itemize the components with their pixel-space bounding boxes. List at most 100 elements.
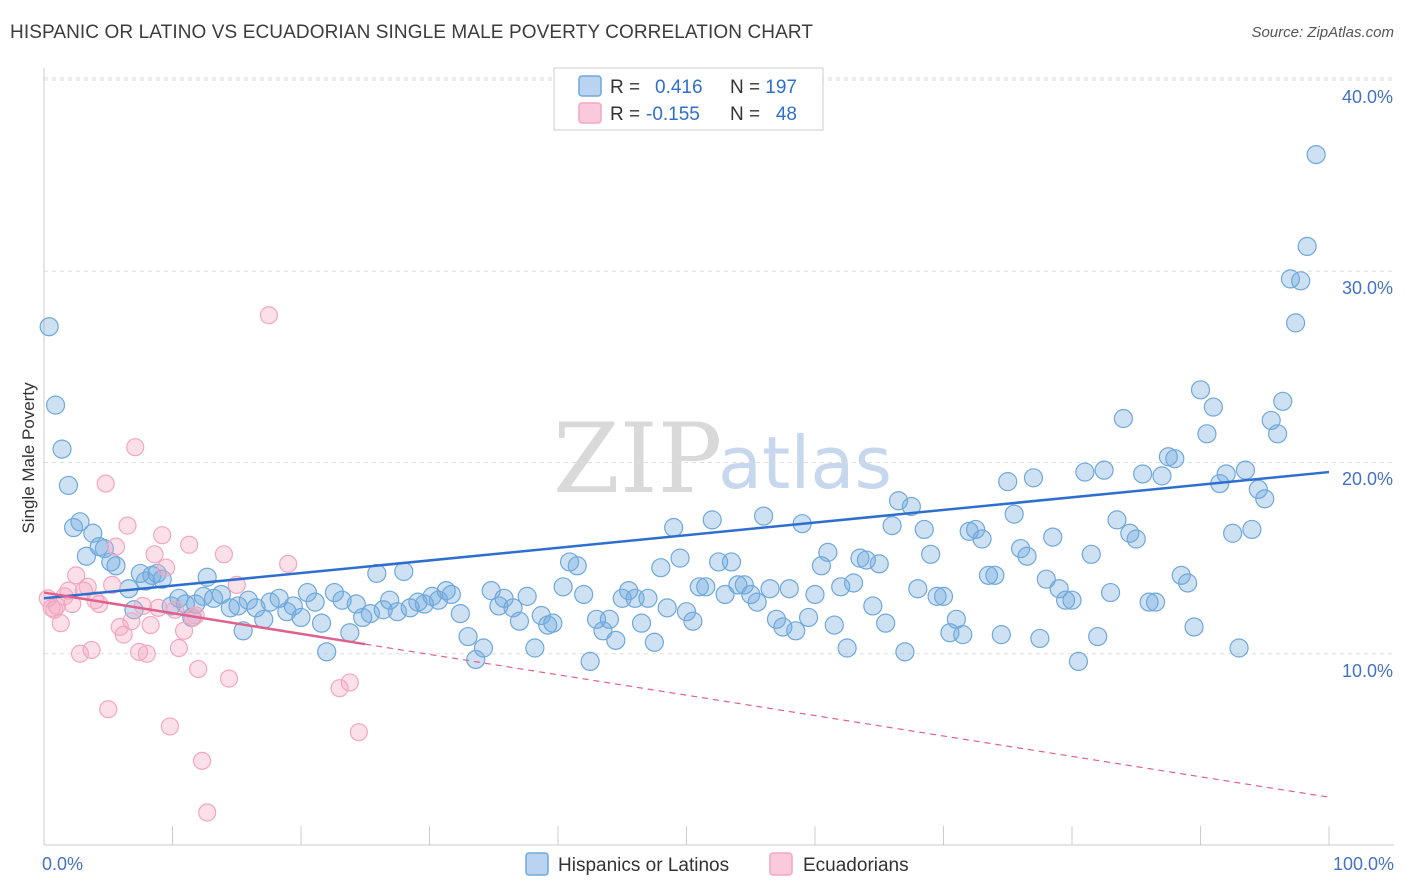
- x-tick-label-0: 0.0%: [42, 854, 83, 874]
- point-hispanic-42: [317, 642, 337, 662]
- point-hispanic-27: [211, 584, 231, 605]
- point-hispanic-150: [1036, 569, 1056, 589]
- point-hispanic-118: [831, 577, 851, 597]
- point-hispanic-1: [45, 395, 66, 415]
- point-hispanic-6: [76, 546, 97, 566]
- y-tick-label-40: 40.0%: [1342, 87, 1393, 107]
- point-hispanic-156: [1075, 462, 1095, 482]
- point-hispanic-149: [1030, 628, 1050, 649]
- point-hispanic-114: [805, 584, 825, 605]
- trend-line-ecuadorians: [43, 591, 366, 646]
- point-hispanic-56: [414, 594, 434, 614]
- point-hispanic-130: [908, 579, 928, 599]
- legend-n-value-2: 48: [776, 104, 797, 125]
- point-hispanic-81: [593, 621, 613, 641]
- trend-line-ecuadorians-extrapolated: [365, 643, 1330, 798]
- point-hispanic-143: [991, 625, 1011, 645]
- point-hispanic-102: [728, 575, 748, 595]
- point-hispanic-162: [1113, 408, 1134, 429]
- point-ecuadorian-49: [349, 723, 368, 742]
- point-hispanic-97: [696, 577, 716, 597]
- point-hispanic-147: [1017, 546, 1037, 566]
- point-hispanic-109: [773, 617, 793, 637]
- point-hispanic-153: [1055, 590, 1076, 610]
- series-ecuadorians-points: [38, 306, 368, 822]
- point-hispanic-2: [52, 439, 72, 459]
- point-hispanic-129: [901, 496, 921, 517]
- point-hispanic-159: [1094, 460, 1114, 480]
- point-hispanic-38: [291, 607, 311, 628]
- point-hispanic-117: [824, 615, 844, 635]
- point-hispanic-75: [553, 577, 573, 597]
- point-ecuadorian-18: [106, 537, 126, 556]
- point-hispanic-116: [818, 542, 838, 562]
- point-hispanic-124: [869, 554, 889, 574]
- point-hispanic-172: [1178, 573, 1198, 593]
- point-ecuadorian-43: [219, 669, 239, 688]
- point-hispanic-137: [953, 625, 973, 645]
- point-ecuadorian-9: [70, 644, 90, 663]
- point-hispanic-96: [689, 577, 709, 597]
- point-hispanic-18: [152, 569, 172, 589]
- point-ecuadorian-36: [180, 535, 199, 554]
- y-axis-label: Single Male Poverty: [19, 382, 38, 534]
- point-ecuadorian-47: [330, 679, 349, 698]
- bottom-legend-swatch-blue: [525, 852, 549, 876]
- point-hispanic-71: [525, 638, 545, 658]
- point-ecuadorian-12: [82, 640, 101, 660]
- point-ecuadorian-27: [141, 615, 160, 635]
- point-hispanic-123: [863, 596, 883, 616]
- point-hispanic-0: [39, 317, 59, 337]
- point-hispanic-126: [882, 516, 902, 536]
- point-hispanic-158: [1088, 626, 1108, 647]
- point-hispanic-171: [1171, 565, 1191, 585]
- point-hispanic-79: [580, 651, 600, 672]
- point-hispanic-192: [1306, 144, 1326, 165]
- axes: [43, 68, 1394, 846]
- point-hispanic-164: [1126, 529, 1146, 549]
- point-ecuadorian-25: [133, 596, 153, 616]
- point-hispanic-161: [1107, 510, 1127, 530]
- point-hispanic-106: [753, 506, 774, 526]
- point-hispanic-39: [297, 582, 318, 603]
- point-hispanic-44: [332, 590, 352, 610]
- point-hispanic-43: [324, 582, 345, 603]
- point-ecuadorian-26: [137, 644, 156, 663]
- point-hispanic-131: [914, 519, 934, 540]
- point-hispanic-187: [1273, 391, 1293, 411]
- point-hispanic-74: [543, 613, 563, 633]
- point-hispanic-52: [387, 602, 407, 622]
- point-ecuadorian-15: [96, 474, 115, 493]
- trend-lines: [43, 470, 1330, 798]
- point-hispanic-189: [1285, 313, 1306, 333]
- legend-r-label-1: R =: [610, 77, 640, 98]
- y-tick-label-20: 20.0%: [1342, 469, 1393, 489]
- point-hispanic-184: [1255, 489, 1275, 509]
- point-hispanic-122: [856, 550, 877, 570]
- point-hispanic-139: [966, 519, 986, 540]
- point-hispanic-88: [638, 588, 658, 608]
- point-hispanic-77: [567, 556, 587, 576]
- point-hispanic-41: [311, 613, 332, 633]
- point-hispanic-85: [619, 581, 639, 601]
- point-ecuadorian-4: [51, 614, 70, 633]
- legend-n-label-2: N =: [730, 104, 760, 125]
- point-hispanic-166: [1139, 592, 1159, 612]
- point-ecuadorian-35: [174, 621, 194, 640]
- trend-line-hispanics: [43, 470, 1330, 600]
- point-ecuadorian-41: [198, 803, 217, 822]
- legend-swatch-pink: [578, 102, 602, 124]
- point-hispanic-142: [985, 565, 1005, 585]
- point-hispanic-72: [531, 605, 551, 626]
- point-hispanic-133: [927, 586, 947, 606]
- legend-n-label-1: N =: [730, 77, 760, 98]
- point-ecuadorian-21: [118, 516, 137, 535]
- point-ecuadorian-40: [192, 751, 212, 770]
- point-hispanic-63: [466, 649, 486, 670]
- point-hispanic-105: [747, 592, 767, 612]
- point-hispanic-54: [400, 598, 420, 618]
- point-hispanic-82: [599, 609, 620, 629]
- point-hispanic-154: [1062, 590, 1082, 610]
- point-hispanic-148: [1023, 468, 1044, 488]
- point-hispanic-104: [741, 584, 761, 605]
